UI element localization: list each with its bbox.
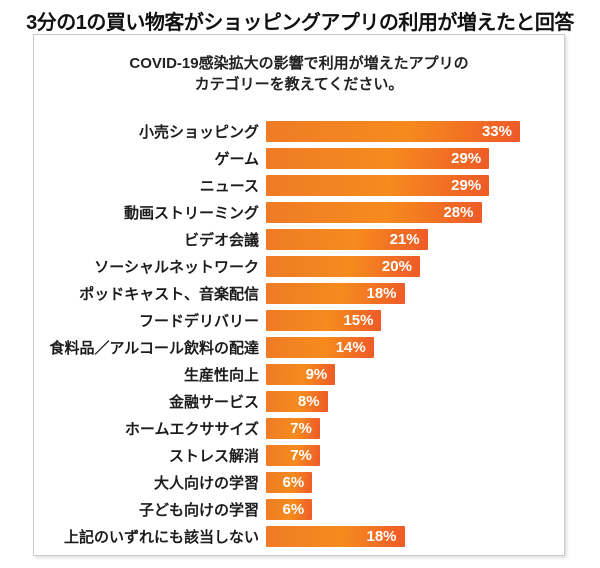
value-label: 8% (297, 393, 320, 410)
chart-row: ポッドキャスト、音楽配信 18% (34, 280, 564, 307)
value-label: 15% (343, 312, 374, 329)
value-label: 20% (381, 258, 412, 275)
chart-row: 大人向けの学習 6% (34, 469, 564, 496)
bar: 7% (266, 418, 320, 439)
value-label: 29% (451, 150, 482, 167)
value-label: 6% (282, 474, 305, 491)
category-label: 金融サービス (168, 394, 259, 411)
category-label: 生産性向上 (183, 367, 259, 384)
bar-track: 6% (266, 472, 520, 493)
value-label: 9% (305, 366, 328, 383)
bar-track: 9% (266, 364, 520, 385)
chart-row: ホームエクササイズ 7% (34, 415, 564, 442)
page-title: 3分の1の買い物客がショッピングアプリの利用が増えたと回答 (26, 12, 574, 34)
bar: 7% (266, 445, 320, 466)
bar: 29% (266, 175, 490, 196)
category-label: フードデリバリー (138, 313, 259, 330)
category-label: 大人向けの学習 (153, 475, 259, 492)
category-label: ゲーム (214, 151, 259, 168)
bar-track: 14% (266, 337, 520, 358)
value-label: 21% (389, 231, 420, 248)
chart-row: ビデオ会議 21% (34, 226, 564, 253)
category-label: ニュース (199, 178, 259, 195)
category-label: 動画ストリーミング (123, 205, 259, 222)
chart-row: ストレス解消 7% (34, 442, 564, 469)
bar-track: 7% (266, 418, 520, 439)
value-label: 28% (443, 204, 474, 221)
chart-row: ニュース 29% (34, 172, 564, 199)
bar-track: 8% (266, 391, 520, 412)
bar: 9% (266, 364, 336, 385)
category-label: ビデオ会議 (183, 232, 259, 249)
chart-panel: COVID-19感染拡大の影響で利用が増えたアプリの カテゴリーを教えてください… (33, 34, 565, 556)
category-label: ソーシャルネットワーク (94, 259, 259, 276)
chart-row: 動画ストリーミング 28% (34, 199, 564, 226)
bar: 18% (266, 526, 405, 547)
bar-track: 18% (266, 526, 520, 547)
bar-chart: 小売ショッピング 33% ゲーム 29% ニュース 29% 動画ストリーミング 28% ビデオ会… (34, 118, 564, 550)
category-label: 子ども向けの学習 (138, 502, 259, 519)
bar-track: 29% (266, 175, 520, 196)
bar: 6% (266, 499, 313, 520)
bar: 15% (266, 310, 382, 331)
value-label: 14% (335, 339, 366, 356)
value-label: 7% (290, 420, 312, 437)
bar-track: 33% (266, 121, 520, 142)
survey-question: COVID-19感染拡大の影響で利用が増えたアプリの カテゴリーを教えてください… (34, 53, 564, 95)
chart-row: 食料品／アルコール飲料の配達 14% (34, 334, 564, 361)
chart-row: 生産性向上 9% (34, 361, 564, 388)
bar-track: 15% (266, 310, 520, 331)
category-label: ホームエクササイズ (124, 421, 259, 438)
chart-row: ゲーム 29% (34, 145, 564, 172)
bar-track: 6% (266, 499, 520, 520)
bar: 21% (266, 229, 428, 250)
bar-track: 29% (266, 148, 520, 169)
value-label: 18% (366, 528, 397, 545)
bar: 6% (266, 472, 313, 493)
chart-row: ソーシャルネットワーク 20% (34, 253, 564, 280)
survey-question-line1: COVID-19感染拡大の影響で利用が増えたアプリの (129, 55, 469, 72)
bar: 20% (266, 256, 420, 277)
bar: 14% (266, 337, 374, 358)
survey-question-line2: カテゴリーを教えてください。 (194, 76, 404, 93)
bar-track: 18% (266, 283, 520, 304)
bar-track: 20% (266, 256, 520, 277)
value-label: 6% (282, 501, 305, 518)
value-label: 33% (481, 123, 512, 140)
category-label: 上記のいずれにも該当しない (63, 529, 259, 546)
bar-track: 7% (266, 445, 520, 466)
bar: 18% (266, 283, 405, 304)
category-label: ストレス解消 (168, 448, 259, 465)
value-label: 18% (366, 285, 397, 302)
category-label: 小売ショッピング (138, 124, 259, 141)
category-label: ポッドキャスト、音楽配信 (79, 286, 259, 303)
bar: 29% (266, 148, 490, 169)
chart-row: 子ども向けの学習 6% (34, 496, 564, 523)
bar-track: 21% (266, 229, 520, 250)
bar: 28% (266, 202, 482, 223)
chart-row: フードデリバリー 15% (34, 307, 564, 334)
chart-row: 上記のいずれにも該当しない 18% (34, 523, 564, 550)
bar: 8% (266, 391, 328, 412)
category-label: 食料品／アルコール飲料の配達 (49, 340, 259, 357)
chart-row: 金融サービス 8% (34, 388, 564, 415)
value-label: 7% (290, 447, 312, 464)
bar: 33% (266, 121, 520, 142)
value-label: 29% (451, 177, 482, 194)
chart-row: 小売ショッピング 33% (34, 118, 564, 145)
bar-track: 28% (266, 202, 520, 223)
